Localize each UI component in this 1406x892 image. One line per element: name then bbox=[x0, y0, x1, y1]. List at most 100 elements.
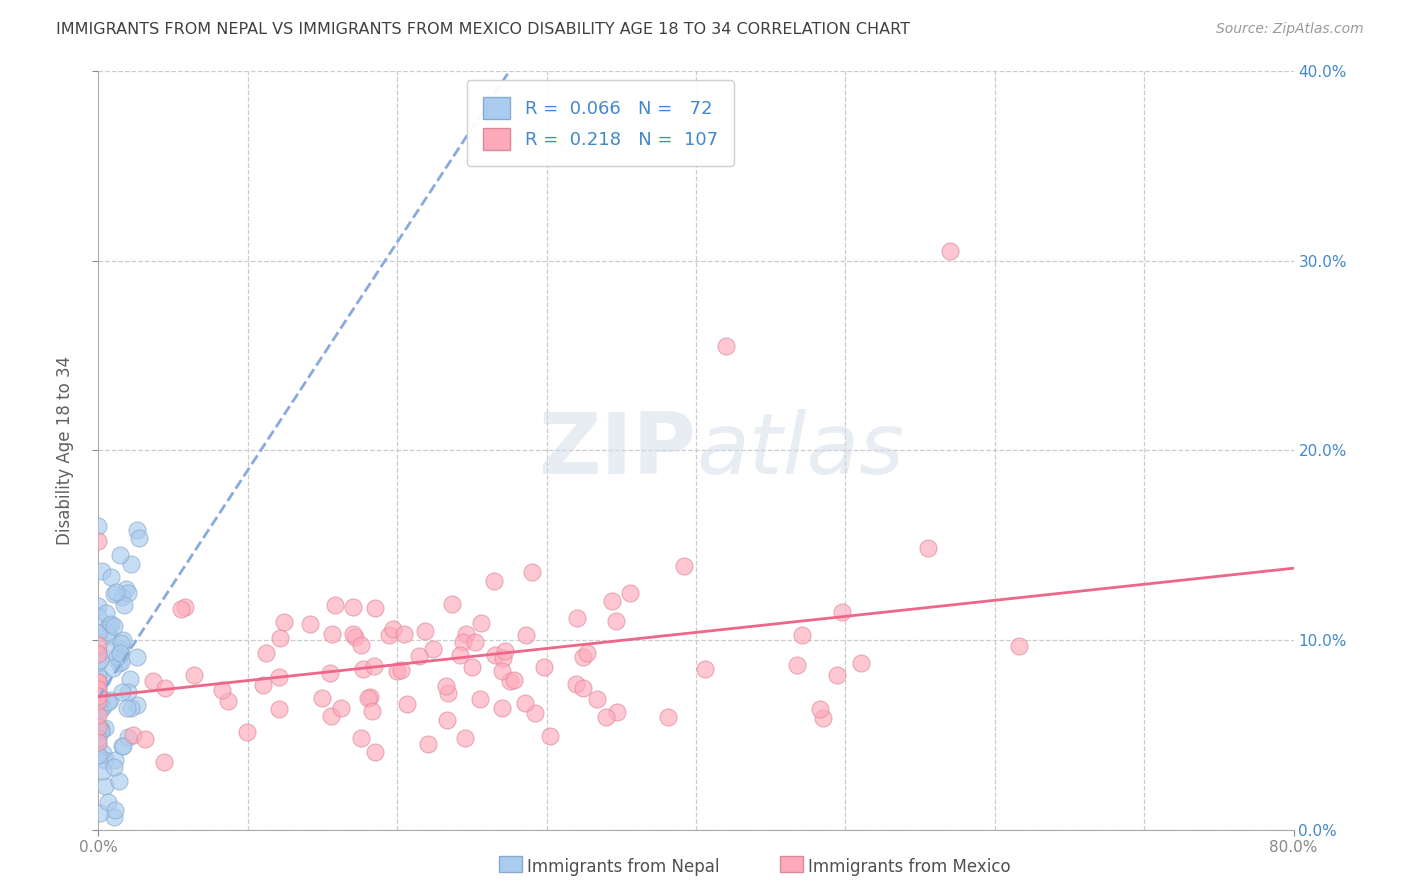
Point bbox=[87, 708, 110, 723]
Point bbox=[441, 597, 464, 611]
Point bbox=[121, 728, 143, 742]
Point bbox=[364, 601, 387, 615]
Point bbox=[434, 679, 457, 693]
Point bbox=[120, 557, 142, 571]
Point bbox=[454, 731, 477, 745]
Point bbox=[89, 652, 111, 666]
Point bbox=[619, 586, 641, 600]
Point bbox=[415, 624, 437, 639]
Point bbox=[87, 689, 110, 703]
Point bbox=[330, 700, 353, 714]
Point bbox=[831, 606, 853, 620]
Point bbox=[103, 619, 125, 633]
Point bbox=[87, 694, 110, 708]
Point bbox=[87, 626, 110, 640]
Point bbox=[117, 586, 139, 600]
Point bbox=[451, 635, 474, 649]
Point bbox=[112, 739, 135, 753]
Point bbox=[395, 697, 418, 711]
Point bbox=[107, 774, 129, 789]
Point bbox=[90, 692, 112, 706]
Point bbox=[104, 585, 127, 599]
Point bbox=[153, 755, 176, 769]
Point bbox=[350, 731, 373, 745]
Point bbox=[273, 615, 295, 630]
Point bbox=[565, 677, 588, 691]
Point bbox=[342, 627, 364, 641]
Point bbox=[786, 657, 808, 672]
Point bbox=[236, 725, 259, 739]
Text: Source: ZipAtlas.com: Source: ZipAtlas.com bbox=[1216, 22, 1364, 37]
Point bbox=[605, 614, 627, 628]
Point bbox=[87, 519, 110, 533]
Point bbox=[825, 668, 848, 682]
Point bbox=[125, 523, 148, 537]
Point bbox=[392, 627, 415, 641]
Point bbox=[87, 645, 110, 659]
Point bbox=[87, 675, 110, 690]
Point bbox=[110, 635, 132, 649]
Point bbox=[103, 587, 125, 601]
Point bbox=[127, 698, 149, 712]
Point bbox=[103, 760, 125, 774]
Point bbox=[110, 655, 132, 669]
Point bbox=[103, 810, 125, 824]
Point bbox=[134, 732, 156, 747]
Point bbox=[128, 531, 150, 545]
Point bbox=[91, 672, 114, 686]
Point bbox=[94, 753, 117, 767]
Point bbox=[342, 600, 364, 615]
Point bbox=[90, 723, 112, 738]
Point bbox=[464, 634, 486, 648]
Point bbox=[101, 661, 124, 675]
Point bbox=[89, 703, 111, 717]
Point bbox=[105, 649, 128, 664]
Point bbox=[87, 647, 110, 661]
Point bbox=[90, 724, 112, 739]
Point bbox=[87, 668, 110, 682]
Point bbox=[94, 722, 117, 736]
Point bbox=[391, 663, 413, 677]
Point bbox=[87, 656, 110, 670]
Point bbox=[87, 685, 110, 699]
Point bbox=[91, 746, 114, 760]
Point bbox=[360, 704, 382, 718]
Point bbox=[87, 734, 110, 748]
Point bbox=[811, 711, 834, 725]
Point bbox=[357, 690, 380, 705]
Point bbox=[104, 753, 127, 767]
Point bbox=[111, 685, 134, 699]
Point bbox=[575, 646, 598, 660]
Y-axis label: Disability Age 18 to 34: Disability Age 18 to 34 bbox=[56, 356, 75, 545]
Point bbox=[153, 681, 176, 695]
Point bbox=[492, 651, 515, 665]
Point bbox=[94, 606, 117, 620]
Point bbox=[87, 731, 110, 745]
Point bbox=[515, 628, 537, 642]
Point bbox=[484, 648, 506, 662]
Point bbox=[323, 599, 346, 613]
Text: ZIP: ZIP bbox=[538, 409, 696, 492]
Point bbox=[254, 646, 277, 660]
Point bbox=[117, 685, 139, 699]
Point bbox=[91, 764, 114, 778]
Point bbox=[299, 616, 322, 631]
Point bbox=[98, 693, 121, 707]
Text: atlas: atlas bbox=[696, 409, 904, 492]
Point bbox=[600, 594, 623, 608]
Point bbox=[211, 683, 233, 698]
Point bbox=[87, 737, 110, 751]
Point bbox=[491, 665, 513, 679]
Point bbox=[87, 533, 110, 548]
Point bbox=[849, 657, 872, 671]
Point bbox=[461, 659, 484, 673]
Point bbox=[917, 541, 939, 556]
Point bbox=[87, 720, 110, 734]
Point bbox=[714, 339, 737, 353]
Point bbox=[87, 638, 110, 652]
Point bbox=[174, 599, 197, 614]
Point bbox=[693, 662, 716, 676]
Legend: R =  0.066   N =   72, R =  0.218   N =  107: R = 0.066 N = 72, R = 0.218 N = 107 bbox=[467, 80, 734, 166]
Point bbox=[111, 591, 134, 605]
Point bbox=[513, 696, 536, 710]
